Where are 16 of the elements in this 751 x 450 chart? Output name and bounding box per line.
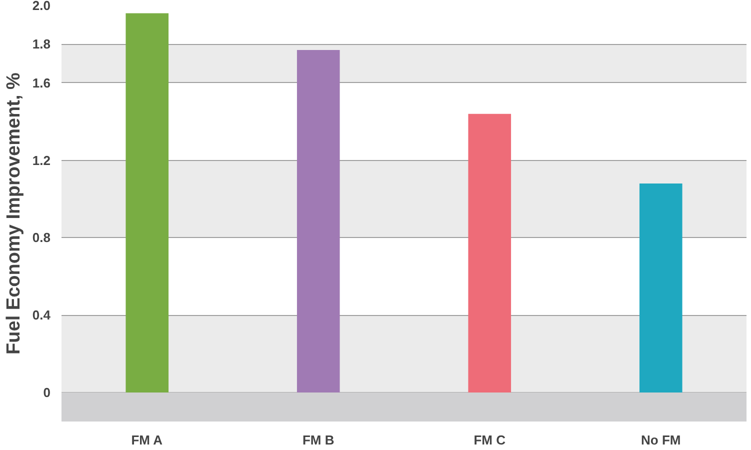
x-tick-label: FM B: [302, 432, 334, 448]
y-axis-title: Fuel Economy Improvement, %: [3, 72, 24, 354]
bar: [639, 184, 682, 392]
y-tick-label: 0: [43, 384, 51, 400]
bar: [468, 114, 512, 392]
bar: [296, 50, 340, 392]
y-tick-label: 0.4: [32, 308, 52, 323]
bar: [126, 13, 169, 392]
x-tick-label: FM C: [474, 432, 506, 448]
x-tick-label: FM A: [131, 432, 164, 448]
x-tick-label: No FM: [641, 432, 681, 448]
y-tick-label: 1.2: [32, 152, 51, 168]
y-tick-label: 1.6: [32, 75, 51, 90]
y-tick-label: 1.8: [32, 36, 51, 52]
y-tick-label: 2.0: [32, 0, 51, 13]
y-tick-label: 0.8: [32, 230, 51, 246]
